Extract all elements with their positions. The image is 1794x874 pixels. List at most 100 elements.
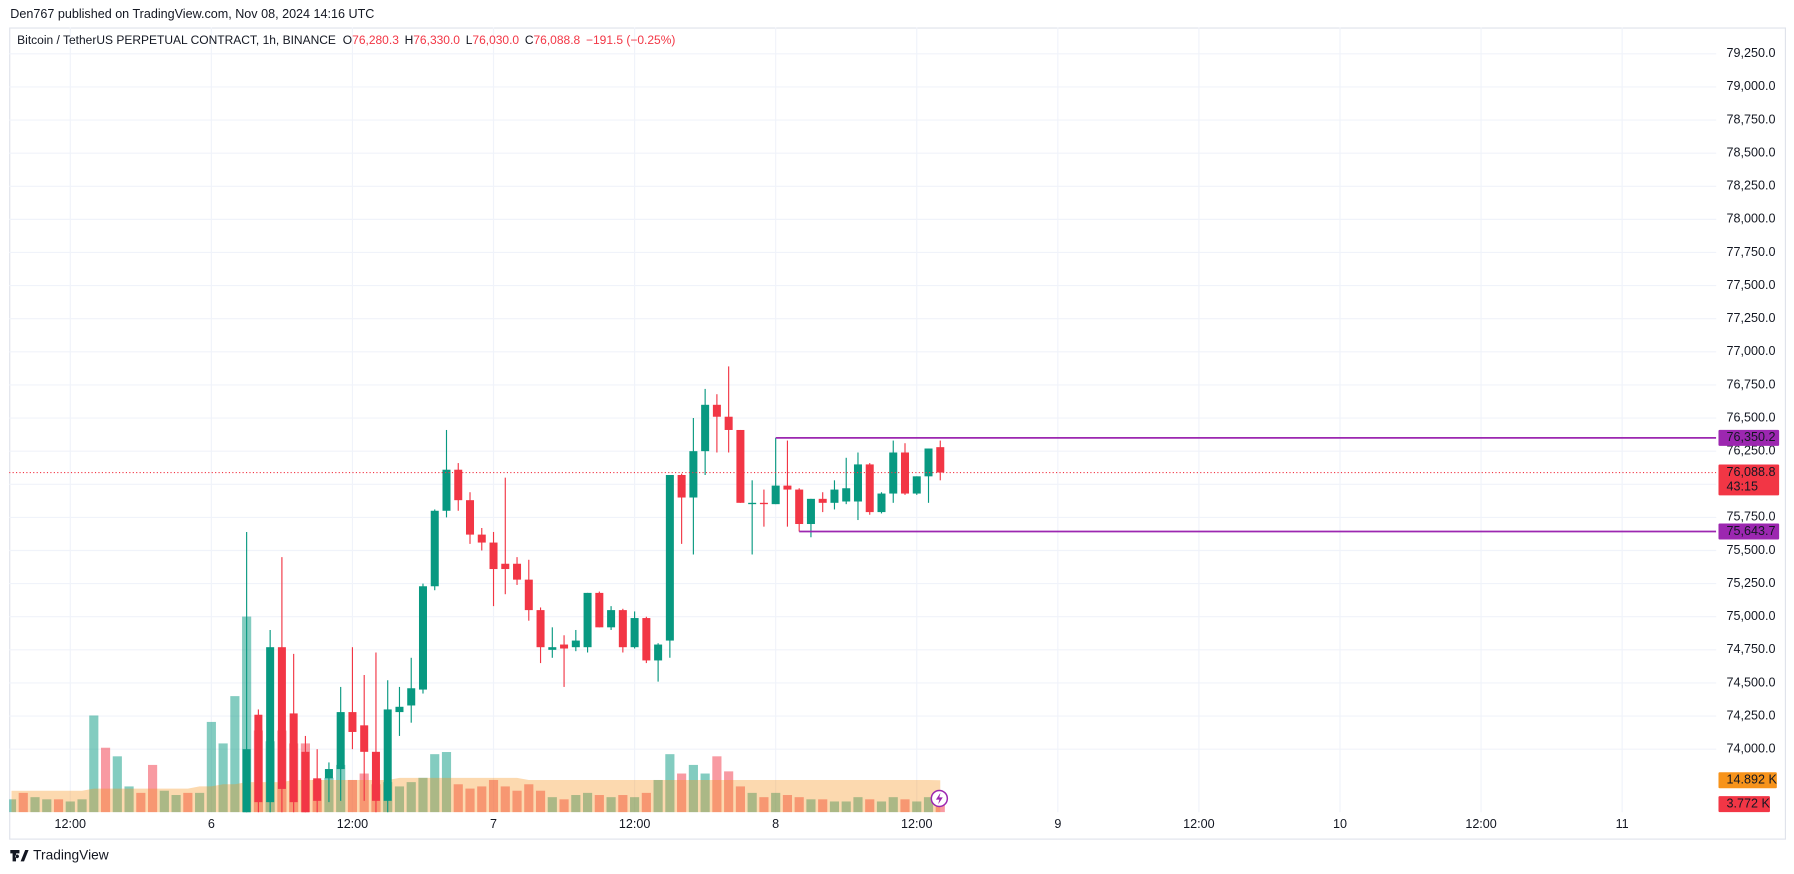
y-tick-label: 75,500.0 — [1726, 543, 1775, 557]
candle-body — [618, 610, 627, 648]
candle-body — [689, 451, 698, 498]
candle-body — [736, 429, 745, 503]
footer-logo — [10, 849, 29, 862]
candle-body — [242, 749, 251, 813]
candle-body — [900, 452, 910, 494]
candle-body — [254, 714, 263, 803]
x-tick-label: 7 — [490, 817, 497, 831]
volume-bar — [30, 797, 40, 813]
x-tick-label: 10 — [1333, 817, 1347, 831]
legend-symbol: Bitcoin / TetherUS PERPETUAL CONTRACT, 1… — [17, 33, 336, 47]
y-tick-label: 78,000.0 — [1726, 212, 1775, 226]
candle-body — [924, 448, 933, 477]
legend-ohlc-label: C — [525, 33, 534, 47]
candle-body — [724, 416, 733, 430]
y-tick-label: 74,500.0 — [1726, 675, 1775, 689]
volume-label-bg — [1718, 796, 1770, 813]
x-tick-label: 8 — [772, 817, 779, 831]
level-label-bg — [1718, 429, 1780, 446]
volume-bar — [641, 792, 651, 813]
candle-body — [548, 647, 557, 650]
candle-body — [289, 713, 298, 803]
candle-body — [701, 404, 710, 452]
volume-bar — [559, 799, 569, 813]
legend-change: −191.5 (−0.25%) — [586, 33, 675, 47]
y-tick-label: 78,500.0 — [1726, 145, 1775, 159]
volume-bar — [347, 779, 358, 813]
candle-body — [595, 592, 604, 628]
legend-ohlc-value: 76,280.3 — [352, 33, 399, 47]
y-tick-label: 79,000.0 — [1726, 79, 1775, 93]
volume-bar — [18, 792, 28, 813]
candle-body — [877, 493, 886, 513]
volume-bar — [571, 795, 581, 813]
volume-bar — [218, 743, 228, 813]
candle-body — [489, 542, 498, 570]
volume-bar — [582, 792, 593, 813]
candle-body — [936, 447, 945, 473]
volume-bar — [771, 792, 781, 813]
volume-bar — [688, 764, 698, 813]
y-tick-label: 77,250.0 — [1726, 311, 1775, 325]
volume-bar — [100, 747, 111, 813]
volume-bar — [512, 790, 522, 813]
volume-bar — [782, 795, 793, 813]
candle-body — [536, 610, 545, 648]
y-tick-label: 74,250.0 — [1726, 708, 1775, 722]
candle-body — [383, 709, 392, 801]
volume-bar — [183, 792, 193, 813]
plot-area — [9, 366, 1717, 813]
grid — [9, 27, 1717, 813]
volume-bar — [853, 797, 863, 813]
volume-label: 3.772 K — [1726, 796, 1770, 810]
x-tick-label: 12:00 — [55, 817, 86, 831]
candle-body — [430, 510, 439, 587]
volume-bar — [876, 801, 887, 813]
volume-bar — [630, 797, 640, 813]
candle-body — [889, 452, 898, 494]
candle-body — [513, 563, 522, 580]
candle-body — [712, 404, 721, 417]
chart-frame — [9, 27, 1786, 840]
candle-body — [348, 712, 357, 732]
replay-icon-bolt — [935, 792, 943, 805]
volume-bar — [394, 786, 405, 813]
volume-bar — [89, 715, 99, 813]
volume-bar — [230, 696, 240, 813]
candle-body — [371, 751, 380, 801]
candle-body — [642, 618, 651, 661]
volume-bar — [712, 756, 722, 813]
candle-body — [842, 488, 851, 502]
candle-body — [853, 464, 862, 502]
volume-bar — [124, 786, 134, 813]
countdown-label: 43:15 — [1726, 480, 1757, 494]
candle-body — [454, 469, 463, 501]
volume-bar — [829, 801, 840, 813]
level-label: 75,643.7 — [1726, 524, 1775, 538]
y-tick-label: 76,500.0 — [1726, 410, 1775, 424]
candle-body — [336, 712, 345, 770]
volume-bar — [935, 804, 945, 813]
candle-body — [407, 688, 416, 706]
volume-bar — [888, 797, 898, 813]
volume-bar — [900, 799, 910, 813]
x-tick-label: 12:00 — [337, 817, 368, 831]
y-tick-label: 79,250.0 — [1726, 46, 1775, 60]
volume-bar — [465, 788, 475, 813]
volume-bar — [759, 797, 769, 813]
level-label-bg — [1718, 523, 1780, 540]
volume-bar — [841, 801, 851, 813]
volume-bar — [195, 792, 205, 813]
x-tick-label: 12:00 — [901, 817, 932, 831]
y-tick-label: 74,750.0 — [1726, 642, 1775, 656]
y-tick-label: 77,000.0 — [1726, 344, 1775, 358]
volume-bar — [535, 790, 546, 813]
candle-body — [665, 475, 674, 641]
candle-body — [865, 464, 874, 513]
volume-bar — [524, 784, 534, 813]
volume-bar — [865, 799, 875, 813]
x-tick-label: 12:00 — [1183, 817, 1214, 831]
candle-body — [748, 502, 757, 505]
